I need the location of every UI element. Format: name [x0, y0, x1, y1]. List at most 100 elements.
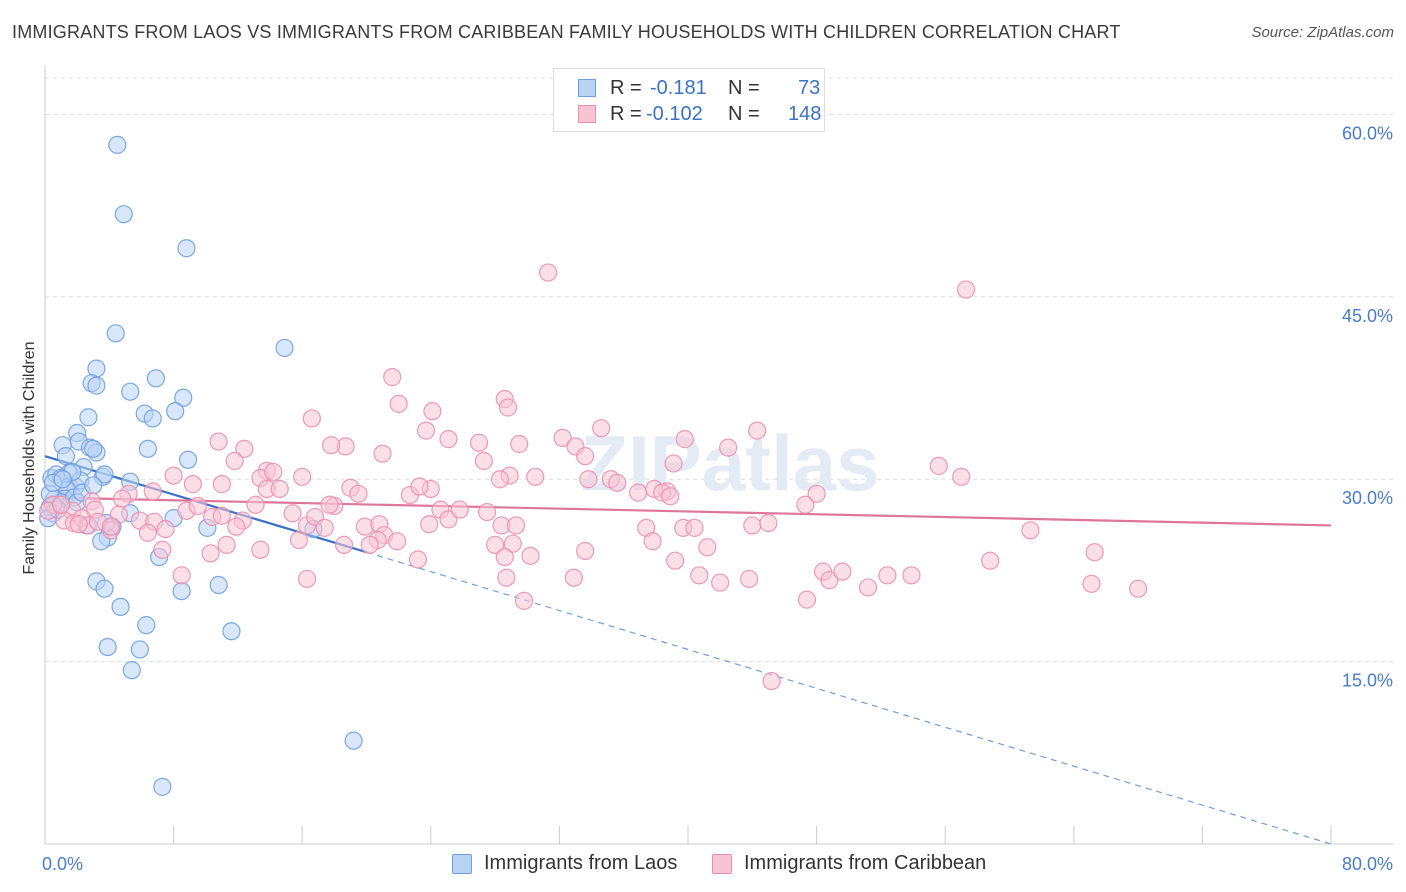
legend-n-label: N = [728, 77, 760, 99]
data-point-caribbean [217, 535, 236, 554]
data-point-caribbean [289, 530, 309, 550]
data-point-laos [344, 731, 363, 750]
data-point-caribbean [797, 590, 817, 609]
data-point-caribbean [387, 532, 407, 551]
data-point-caribbean [474, 451, 493, 471]
data-point-caribbean [251, 540, 270, 559]
data-point-caribbean [183, 475, 202, 494]
bottom-legend-swatch-caribbean [712, 854, 732, 874]
data-point-caribbean [302, 409, 321, 428]
watermark: ZIPatlas [580, 419, 879, 507]
data-point-laos [87, 376, 106, 395]
data-point-caribbean [320, 495, 339, 514]
data-point-caribbean [201, 544, 220, 563]
data-point-laos [106, 324, 125, 343]
data-point-caribbean [293, 467, 312, 486]
data-point-laos [95, 579, 114, 598]
data-point-caribbean [270, 479, 289, 499]
data-point-caribbean [698, 538, 717, 557]
data-point-caribbean [576, 541, 595, 561]
data-point-caribbean [51, 495, 71, 514]
data-point-caribbean [423, 402, 442, 421]
data-point-caribbean [675, 430, 694, 449]
data-point-caribbean [820, 571, 839, 590]
data-point-caribbean [227, 517, 246, 536]
legend-swatch-caribbean [578, 105, 596, 123]
data-point-caribbean [101, 517, 121, 536]
legend-r-label: R = [610, 103, 642, 125]
data-point-caribbean [739, 569, 759, 589]
data-point-caribbean [759, 513, 778, 533]
data-point-laos [143, 409, 162, 428]
legend-n-value: 73 [798, 77, 821, 99]
data-point-caribbean [212, 475, 231, 494]
data-point-laos [84, 476, 103, 495]
data-point-laos [222, 622, 241, 641]
data-point-caribbean [143, 482, 162, 501]
data-point-laos [178, 450, 198, 469]
axes: 15.0% 30.0% 45.0% 60.0% 0.0% 80.0% [42, 66, 1393, 874]
data-point-caribbean [439, 430, 458, 449]
legend-n-value: 148 [788, 103, 822, 125]
data-point-caribbean [592, 419, 611, 438]
data-point-caribbean [661, 487, 680, 506]
data-point-caribbean [858, 578, 878, 597]
data-point-laos [177, 239, 196, 258]
data-point-caribbean [506, 516, 526, 535]
data-point-caribbean [643, 532, 662, 551]
data-point-caribbean [246, 495, 265, 514]
data-point-caribbean [156, 519, 175, 539]
data-point-caribbean [408, 550, 428, 569]
data-point-caribbean [373, 444, 392, 463]
data-point-caribbean [929, 456, 948, 475]
data-point-laos [108, 135, 127, 154]
data-point-caribbean [748, 421, 767, 440]
data-point-caribbean [981, 551, 1000, 570]
legend-r-value: -0.181 [650, 77, 707, 99]
series-laos [39, 135, 363, 796]
data-point-caribbean [902, 566, 921, 585]
data-point-caribbean [497, 568, 516, 587]
data-point-caribbean [956, 280, 976, 299]
data-point-laos [209, 575, 228, 595]
data-point-laos [95, 465, 114, 484]
y-tick-label: 15.0% [1342, 671, 1393, 691]
data-point-laos [111, 597, 130, 617]
bottom-legend-swatch-laos [452, 854, 472, 874]
data-point-laos [79, 408, 98, 427]
data-point-caribbean [153, 540, 172, 559]
data-point-laos [275, 338, 294, 358]
data-point-laos [53, 470, 72, 489]
data-point-laos [56, 447, 75, 466]
data-point-laos [137, 616, 156, 635]
trendline-laos-extension [366, 551, 1332, 845]
bottom-legend-label-laos: Immigrants from Laos [484, 852, 678, 874]
data-point-caribbean [477, 502, 497, 522]
data-point-laos [130, 640, 149, 659]
data-point-caribbean [664, 454, 683, 473]
data-point-caribbean [469, 433, 489, 452]
data-point-caribbean [629, 483, 648, 502]
data-point-caribbean [807, 484, 826, 503]
data-point-laos [114, 205, 133, 224]
data-point-caribbean [389, 394, 408, 413]
x-tick-label: 80.0% [1342, 854, 1393, 874]
data-point-caribbean [1021, 521, 1040, 540]
y-tick-label: 60.0% [1342, 123, 1393, 143]
data-point-laos [146, 369, 166, 388]
data-point-laos [166, 402, 185, 421]
data-points [39, 135, 1148, 796]
data-point-caribbean [164, 466, 183, 485]
data-point-caribbean [360, 535, 379, 554]
data-point-caribbean [235, 439, 254, 458]
legend: R = -0.181 N = 73 R = -0.102 N = 148 [553, 68, 825, 132]
data-point-caribbean [503, 534, 522, 553]
y-tick-label: 30.0% [1342, 488, 1393, 508]
data-point-caribbean [762, 671, 781, 691]
data-point-caribbean [264, 462, 283, 482]
data-point-caribbean [297, 569, 317, 589]
data-point-caribbean [383, 368, 402, 387]
data-point-caribbean [521, 546, 540, 565]
bottom-legend-label-caribbean: Immigrants from Caribbean [744, 852, 987, 874]
